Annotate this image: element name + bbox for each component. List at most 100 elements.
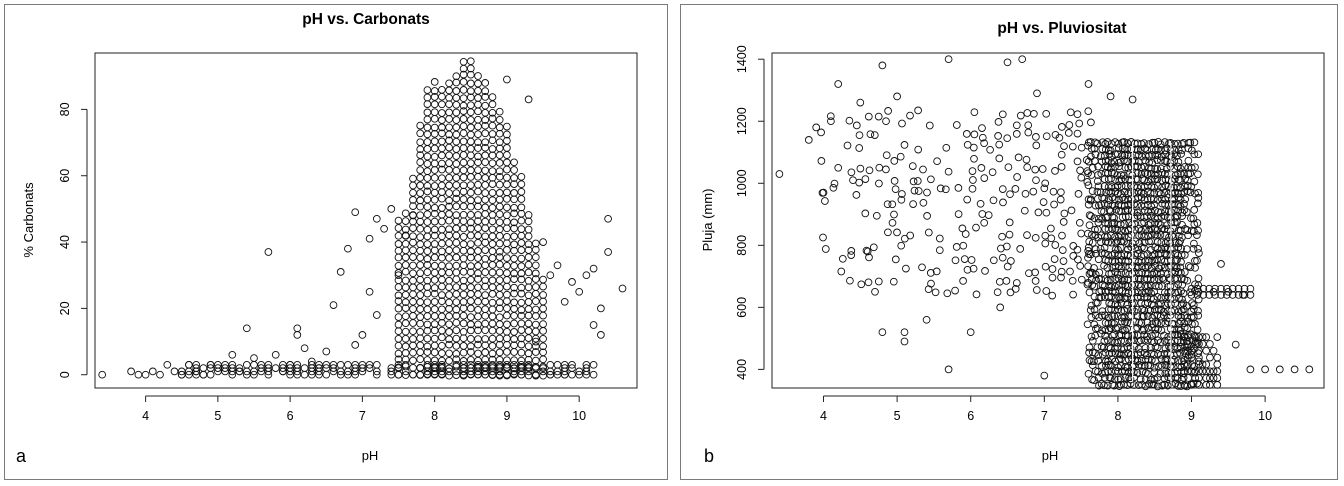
data-point (430, 159, 439, 168)
data-point (1117, 317, 1126, 326)
data-point (1141, 344, 1150, 352)
data-point (1182, 208, 1191, 216)
data-point (459, 94, 468, 103)
data-point (452, 362, 461, 371)
data-point (988, 168, 997, 177)
data-point (884, 107, 892, 115)
data-point (931, 288, 940, 297)
data-point (423, 123, 432, 132)
data-point (481, 348, 490, 357)
data-point (394, 246, 403, 255)
data-point (495, 260, 504, 269)
data-point (445, 86, 453, 95)
data-point (495, 253, 504, 261)
data-point (837, 267, 846, 276)
data-point (1011, 185, 1020, 193)
data-point (1153, 151, 1162, 159)
data-point (503, 180, 511, 189)
data-point (466, 166, 475, 175)
data-point (1146, 219, 1155, 228)
data-point (1002, 242, 1011, 251)
data-point (481, 189, 490, 197)
data-point (1116, 220, 1125, 229)
data-point (401, 283, 410, 292)
data-point (488, 100, 497, 109)
data-point (890, 177, 899, 185)
data-point (1172, 264, 1181, 272)
data-point (488, 254, 497, 262)
data-point (524, 360, 533, 369)
data-point (1202, 346, 1211, 355)
data-point (1090, 357, 1098, 365)
data-point (264, 364, 273, 372)
data-point (1173, 349, 1181, 358)
data-point (865, 253, 873, 262)
data-point (1055, 133, 1064, 142)
data-point (869, 243, 878, 252)
data-point (1101, 232, 1109, 241)
data-point (1180, 346, 1189, 355)
data-point (423, 342, 432, 351)
data-point (995, 140, 1004, 149)
data-point (423, 210, 432, 219)
data-point (503, 136, 511, 145)
data-point (1058, 123, 1066, 131)
data-point (459, 261, 468, 270)
data-point (1149, 195, 1158, 203)
data-point (387, 205, 396, 213)
data-point (539, 311, 547, 320)
data-point (1042, 208, 1051, 217)
data-point (452, 123, 461, 132)
data-point (430, 297, 439, 306)
data-point (488, 145, 497, 153)
data-point (1111, 233, 1119, 241)
data-point (1114, 251, 1122, 259)
data-point (430, 334, 439, 343)
data-point (1144, 355, 1153, 364)
data-point (495, 276, 504, 285)
data-point (553, 261, 562, 270)
y-tick-label: 800 (735, 235, 749, 256)
data-point (510, 275, 518, 283)
data-point (293, 324, 302, 333)
data-point (775, 170, 784, 178)
data-point (1123, 305, 1132, 313)
data-point (293, 364, 302, 372)
data-point (998, 232, 1006, 241)
data-point (1146, 281, 1155, 290)
data-point (452, 211, 461, 219)
data-point (1194, 311, 1203, 320)
data-point (510, 261, 518, 270)
data-point (423, 108, 432, 117)
data-point (416, 240, 425, 249)
data-point (401, 327, 410, 336)
data-point (495, 210, 504, 219)
data-point (568, 360, 576, 369)
data-point (1189, 301, 1198, 309)
data-point (495, 195, 504, 204)
data-point (967, 256, 976, 264)
data-point (423, 138, 432, 146)
data-point (416, 181, 425, 190)
data-point (430, 87, 439, 95)
data-point (481, 363, 490, 371)
data-point (1121, 175, 1129, 184)
data-point (604, 248, 612, 256)
data-point (416, 269, 425, 277)
data-point (459, 210, 468, 219)
data-point (1153, 255, 1161, 264)
data-point (1194, 194, 1203, 202)
data-point (401, 225, 410, 234)
data-point (1151, 219, 1159, 227)
data-point (1023, 163, 1032, 172)
data-point (481, 335, 490, 343)
data-point (1186, 263, 1195, 272)
data-point (503, 173, 511, 182)
data-point (503, 356, 511, 365)
data-point (488, 114, 497, 123)
data-point (1087, 118, 1095, 127)
chart-panel-a: pH vs. Carbonats 4 5 6 7 8 9 10 0 20 40 60 80 pH % Car… (4, 4, 668, 480)
data-point (1194, 188, 1203, 197)
data-point (1136, 375, 1145, 384)
data-point (531, 275, 540, 283)
